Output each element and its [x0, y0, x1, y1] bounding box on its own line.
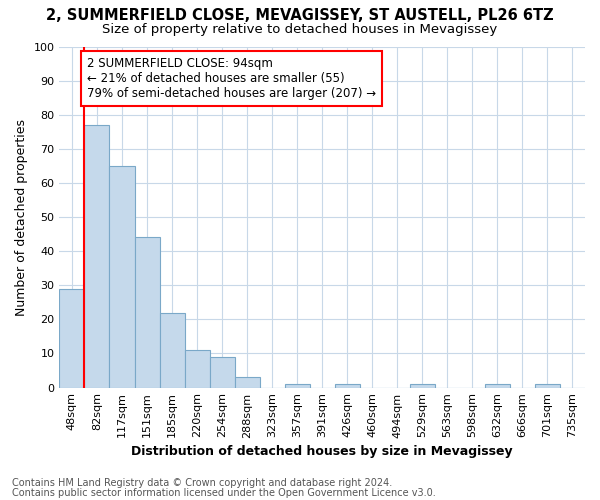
Bar: [284, 384, 310, 388]
Bar: [160, 312, 185, 388]
Text: 2, SUMMERFIELD CLOSE, MEVAGISSEY, ST AUSTELL, PL26 6TZ: 2, SUMMERFIELD CLOSE, MEVAGISSEY, ST AUS…: [46, 8, 554, 22]
Bar: [185, 350, 209, 388]
Bar: [209, 357, 235, 388]
X-axis label: Distribution of detached houses by size in Mevagissey: Distribution of detached houses by size …: [131, 444, 513, 458]
Bar: [485, 384, 510, 388]
Text: Contains HM Land Registry data © Crown copyright and database right 2024.: Contains HM Land Registry data © Crown c…: [12, 478, 392, 488]
Bar: [235, 378, 260, 388]
Bar: [59, 288, 85, 388]
Bar: [85, 125, 109, 388]
Bar: [410, 384, 435, 388]
Bar: [109, 166, 134, 388]
Bar: [134, 238, 160, 388]
Text: Size of property relative to detached houses in Mevagissey: Size of property relative to detached ho…: [103, 22, 497, 36]
Y-axis label: Number of detached properties: Number of detached properties: [15, 118, 28, 316]
Text: Contains public sector information licensed under the Open Government Licence v3: Contains public sector information licen…: [12, 488, 436, 498]
Bar: [335, 384, 360, 388]
Bar: [535, 384, 560, 388]
Text: 2 SUMMERFIELD CLOSE: 94sqm
← 21% of detached houses are smaller (55)
79% of semi: 2 SUMMERFIELD CLOSE: 94sqm ← 21% of deta…: [87, 56, 376, 100]
